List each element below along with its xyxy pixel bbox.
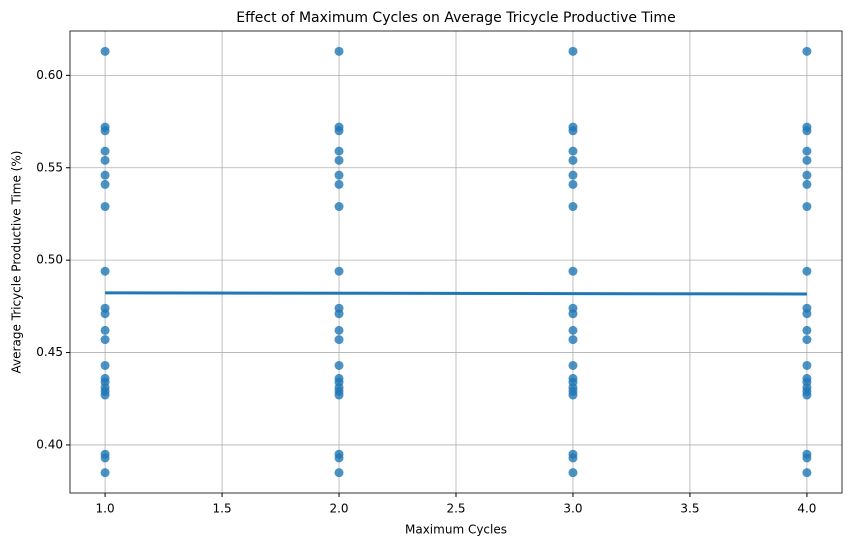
- scatter-point: [568, 46, 578, 56]
- scatter-point: [334, 179, 344, 189]
- scatter-point: [334, 468, 344, 478]
- scatter-point: [334, 155, 344, 165]
- scatter-point: [568, 335, 578, 345]
- y-axis-label: Average Tricycle Productive Time (%): [10, 151, 24, 374]
- scatter-point: [334, 266, 344, 276]
- x-tick-label: 2.0: [329, 502, 348, 516]
- y-tick-label: 0.45: [36, 345, 63, 359]
- x-tick-label: 3.0: [563, 502, 582, 516]
- scatter-point: [568, 179, 578, 189]
- scatter-point: [802, 126, 812, 136]
- scatter-point: [100, 46, 110, 56]
- scatter-point: [568, 309, 578, 319]
- scatter-point: [100, 155, 110, 165]
- scatter-point: [802, 179, 812, 189]
- scatter-point: [802, 170, 812, 180]
- scatter-point: [100, 170, 110, 180]
- scatter-point: [802, 468, 812, 478]
- y-tick-label: 0.60: [36, 68, 63, 82]
- scatter-point: [802, 360, 812, 370]
- chart-title: Effect of Maximum Cycles on Average Tric…: [236, 10, 675, 26]
- scatter-point: [100, 325, 110, 335]
- scatter-point: [802, 155, 812, 165]
- y-tick-label: 0.50: [36, 253, 63, 267]
- regression-line: [105, 291, 807, 296]
- scatter-point: [100, 360, 110, 370]
- scatter-point: [568, 202, 578, 212]
- scatter-point: [334, 146, 344, 156]
- scatter-point: [802, 325, 812, 335]
- x-tick-label: 1.5: [213, 502, 232, 516]
- scatter-point: [802, 309, 812, 319]
- scatter-point: [100, 126, 110, 136]
- scatter-point: [568, 360, 578, 370]
- scatter-point: [802, 390, 812, 400]
- scatter-point: [100, 179, 110, 189]
- scatter-point: [802, 202, 812, 212]
- x-tick-label: 3.5: [680, 502, 699, 516]
- x-tick-label: 4.0: [797, 502, 816, 516]
- y-tick-label: 0.40: [36, 437, 63, 451]
- scatter-point: [802, 146, 812, 156]
- scatter-point: [334, 325, 344, 335]
- scatter-point: [568, 266, 578, 276]
- scatter-point: [100, 146, 110, 156]
- scatter-point: [334, 309, 344, 319]
- scatter-point: [568, 126, 578, 136]
- scatter-point: [334, 453, 344, 463]
- scatter-point: [568, 155, 578, 165]
- scatter-point: [568, 468, 578, 478]
- x-tick-label: 1.0: [96, 502, 115, 516]
- scatter-point: [100, 335, 110, 345]
- scatter-point: [568, 146, 578, 156]
- scatter-point: [568, 170, 578, 180]
- scatter-point: [334, 390, 344, 400]
- scatter-point: [100, 468, 110, 478]
- scatter-point: [802, 335, 812, 345]
- scatter-point: [334, 170, 344, 180]
- scatter-point: [568, 390, 578, 400]
- scatter-point: [334, 360, 344, 370]
- scatter-point: [568, 453, 578, 463]
- scatter-point: [100, 309, 110, 319]
- scatter-point: [568, 325, 578, 335]
- scatter-point: [100, 202, 110, 212]
- scatter-point: [100, 453, 110, 463]
- scatter-point: [802, 46, 812, 56]
- scatter-point: [100, 266, 110, 276]
- scatter-point: [100, 390, 110, 400]
- scatter-point: [802, 453, 812, 463]
- scatter-point: [334, 46, 344, 56]
- plot-frame: [69, 30, 843, 494]
- scatter-point: [334, 126, 344, 136]
- x-axis-label: Maximum Cycles: [405, 523, 507, 537]
- scatter-point: [334, 202, 344, 212]
- y-tick-label: 0.55: [36, 160, 63, 174]
- scatter-point: [334, 335, 344, 345]
- x-tick-label: 2.5: [446, 502, 465, 516]
- scatter-point: [802, 266, 812, 276]
